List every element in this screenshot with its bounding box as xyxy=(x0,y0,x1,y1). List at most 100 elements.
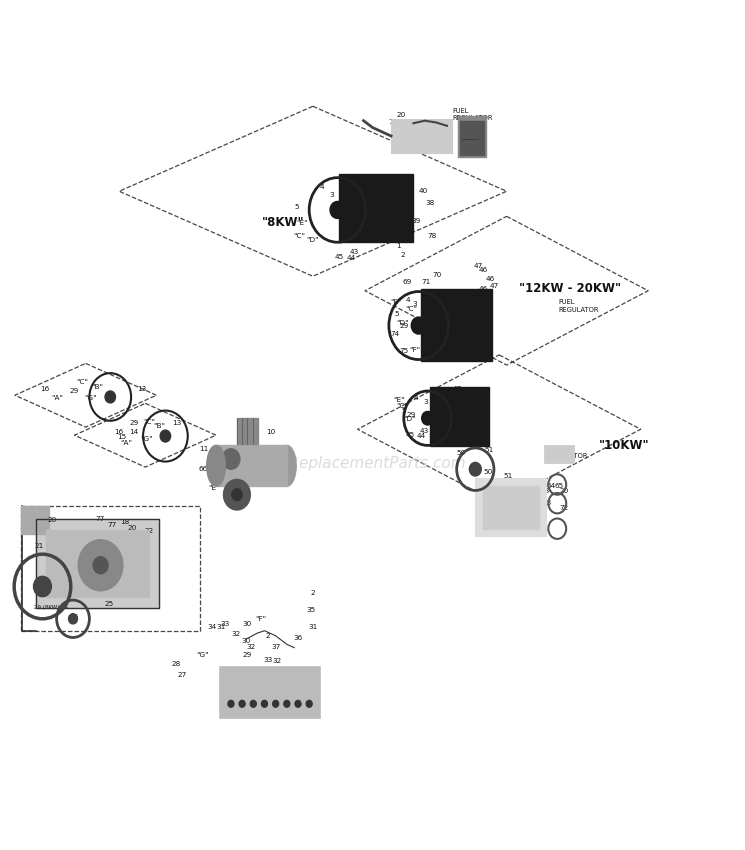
Text: "E": "E" xyxy=(297,219,308,226)
Text: "F": "F" xyxy=(436,426,446,433)
Bar xyxy=(36,518,159,608)
Text: 47: 47 xyxy=(469,411,478,418)
Text: 52: 52 xyxy=(519,490,527,496)
Text: "F": "F" xyxy=(256,615,266,622)
Text: 7: 7 xyxy=(288,462,293,469)
Text: "F": "F" xyxy=(410,347,420,354)
Text: 22: 22 xyxy=(145,528,153,535)
Text: 12: 12 xyxy=(243,420,252,427)
Bar xyxy=(483,486,539,529)
Text: "A": "A" xyxy=(121,439,133,446)
Text: 34: 34 xyxy=(207,624,216,631)
Text: 66: 66 xyxy=(198,466,207,473)
Circle shape xyxy=(93,557,108,574)
Text: 21: 21 xyxy=(34,542,43,549)
Text: 29: 29 xyxy=(70,388,79,394)
Text: "D": "D" xyxy=(404,416,416,422)
Text: FUEL
REGULATOR: FUEL REGULATOR xyxy=(452,108,492,122)
Circle shape xyxy=(222,449,240,469)
Bar xyxy=(46,530,149,597)
Text: 46: 46 xyxy=(472,294,481,301)
Text: 45: 45 xyxy=(405,432,414,439)
Circle shape xyxy=(239,700,245,707)
Text: 78: 78 xyxy=(428,233,437,240)
Circle shape xyxy=(273,700,279,707)
Text: 43: 43 xyxy=(350,249,359,256)
Circle shape xyxy=(330,201,345,218)
Text: eReplacementParts.com: eReplacementParts.com xyxy=(279,456,466,471)
Text: 4: 4 xyxy=(413,394,418,401)
Text: 20: 20 xyxy=(127,524,136,531)
Text: 35: 35 xyxy=(306,607,315,614)
Bar xyxy=(220,667,320,718)
Ellipse shape xyxy=(277,445,296,486)
Text: 72: 72 xyxy=(419,120,428,127)
Circle shape xyxy=(105,391,115,403)
Text: "E": "E" xyxy=(390,298,402,305)
Text: 30: 30 xyxy=(243,620,252,627)
Text: 2: 2 xyxy=(480,422,484,428)
Text: 1: 1 xyxy=(480,430,484,437)
Circle shape xyxy=(306,700,312,707)
Text: 29: 29 xyxy=(399,322,408,329)
Bar xyxy=(21,506,49,534)
Bar xyxy=(391,119,452,153)
Text: "8KW": "8KW" xyxy=(261,216,305,230)
Text: 11: 11 xyxy=(200,445,209,452)
Text: 50: 50 xyxy=(484,468,492,475)
Text: "D": "D" xyxy=(270,450,282,457)
Text: 4: 4 xyxy=(320,184,324,190)
Ellipse shape xyxy=(206,445,225,486)
Text: 46: 46 xyxy=(478,267,487,274)
Text: "C": "C" xyxy=(143,418,155,425)
Text: 16: 16 xyxy=(115,428,124,435)
Text: 6: 6 xyxy=(431,419,436,426)
Bar xyxy=(544,445,574,463)
Bar xyxy=(430,387,489,446)
Text: 71: 71 xyxy=(422,279,431,286)
Text: 60: 60 xyxy=(498,502,507,509)
Text: 2: 2 xyxy=(400,252,405,258)
Text: "C": "C" xyxy=(76,379,88,386)
Text: 3: 3 xyxy=(424,399,428,405)
Text: "B": "B" xyxy=(153,422,165,429)
Text: 54: 54 xyxy=(480,507,489,513)
Text: 46: 46 xyxy=(451,390,460,397)
Text: 46: 46 xyxy=(463,411,472,418)
Text: FUEL
REGULATOR: FUEL REGULATOR xyxy=(559,299,599,313)
Text: 2: 2 xyxy=(457,345,462,352)
Text: 46: 46 xyxy=(431,119,440,126)
Text: "E": "E" xyxy=(209,484,221,491)
Text: 74: 74 xyxy=(390,331,399,337)
Text: "C": "C" xyxy=(405,305,417,312)
Circle shape xyxy=(261,700,267,707)
Text: 20: 20 xyxy=(396,111,405,118)
Text: "10KW": "10KW" xyxy=(599,439,650,452)
Text: 14: 14 xyxy=(130,428,139,435)
Text: 59: 59 xyxy=(519,498,527,505)
Text: 62: 62 xyxy=(526,507,535,513)
Bar xyxy=(458,116,486,157)
Text: 29: 29 xyxy=(347,209,356,216)
Text: 15: 15 xyxy=(118,434,127,440)
Text: 2: 2 xyxy=(311,590,315,597)
Circle shape xyxy=(34,576,51,597)
Text: "B": "B" xyxy=(226,486,238,493)
Text: 1: 1 xyxy=(457,354,462,360)
Text: 51: 51 xyxy=(504,473,513,479)
Text: 28: 28 xyxy=(172,660,181,667)
Circle shape xyxy=(250,700,256,707)
Text: 63: 63 xyxy=(541,488,550,495)
Text: 4: 4 xyxy=(405,297,410,303)
Text: 47: 47 xyxy=(474,263,483,269)
Text: 13: 13 xyxy=(172,420,181,427)
Circle shape xyxy=(284,700,290,707)
Text: 46: 46 xyxy=(486,275,495,282)
Text: 29: 29 xyxy=(243,652,252,659)
Text: 77: 77 xyxy=(95,516,104,523)
Text: 32: 32 xyxy=(247,643,256,650)
Text: 58: 58 xyxy=(513,485,522,492)
Text: 2: 2 xyxy=(266,632,270,639)
Text: 10: 10 xyxy=(267,428,276,435)
Text: 44: 44 xyxy=(346,255,355,262)
